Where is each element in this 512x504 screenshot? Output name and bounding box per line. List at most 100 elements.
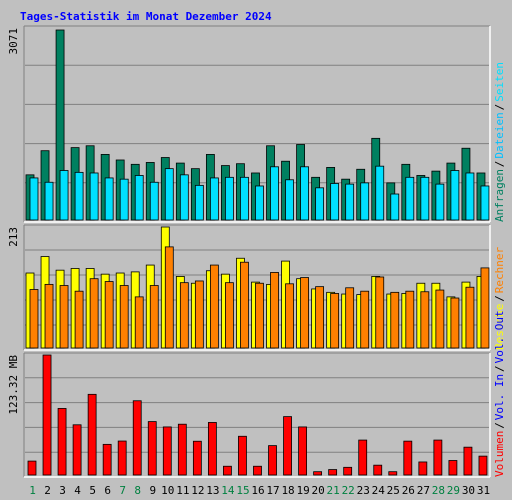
bar-rechner-day-26: [405, 290, 415, 349]
bar-rechner-day-19: [300, 277, 309, 349]
bar-rechner-day-25: [390, 291, 400, 349]
x-tick-label-day-7: 7: [119, 484, 126, 497]
legend-separator: /: [493, 365, 506, 372]
bar-volumen-day-17: [268, 445, 277, 476]
bar-rechner-day-18: [285, 283, 294, 349]
bar-volumen-day-22: [343, 466, 353, 476]
legend-besuche: Besuche: [493, 304, 506, 350]
bar-seiten-day-25: [390, 193, 400, 221]
bar-seiten-day-12: [194, 184, 204, 221]
legend-separator: /: [493, 295, 506, 302]
x-tick-label-day-2: 2: [44, 484, 51, 497]
bar-volumen-day-9: [147, 421, 157, 476]
bar-seiten-day-13: [209, 177, 219, 221]
bar-volumen-day-28: [433, 439, 443, 476]
bar-rechner-day-30: [465, 286, 475, 349]
bar-seiten-day-24: [375, 165, 385, 221]
x-tick-label-day-22: 22: [342, 484, 355, 497]
bar-rechner-day-16: [255, 282, 264, 349]
x-tick-label-day-20: 20: [312, 484, 325, 497]
bar-seiten-day-27: [420, 176, 430, 221]
bar-volumen-day-16: [253, 465, 262, 476]
x-tick-label-day-26: 26: [402, 484, 415, 497]
bar-rechner-day-13: [209, 264, 219, 349]
bar-volumen-day-15: [238, 435, 247, 476]
bar-seiten-day-26: [405, 176, 415, 221]
bar-rechner-day-14: [225, 282, 234, 349]
bar-volumen-day-29: [448, 460, 458, 476]
bar-seiten-day-23: [360, 182, 370, 221]
bar-volumen-day-12: [192, 440, 202, 476]
bar-seiten-day-15: [240, 176, 249, 221]
bar-seiten-day-19: [300, 166, 309, 221]
bar-seiten-day-30: [465, 172, 475, 221]
bar-volumen-day-3: [57, 408, 67, 476]
bar-rechner-day-1: [29, 289, 39, 349]
bar-volumen-day-31: [478, 455, 488, 476]
bar-rechner-day-12: [194, 280, 204, 349]
x-tick-label-day-4: 4: [74, 484, 81, 497]
panel-requests-ymax-label: 3071: [7, 28, 20, 55]
bar-volumen-day-2: [42, 354, 52, 476]
bar-rechner-day-7: [119, 285, 129, 349]
x-tick-label-day-31: 31: [477, 484, 490, 497]
bar-rechner-day-23: [360, 290, 370, 349]
bar-volumen-day-11: [177, 423, 187, 476]
bar-volumen-day-26: [403, 440, 413, 476]
x-tick-label-day-25: 25: [387, 484, 400, 497]
legend-separator: /: [493, 422, 506, 429]
x-tick-label-day-17: 17: [266, 484, 279, 497]
x-tick-label-day-18: 18: [281, 484, 294, 497]
bar-seiten-day-29: [450, 170, 460, 221]
bar-rechner-day-21: [330, 293, 340, 349]
bar-seiten-day-14: [225, 176, 234, 221]
bar-seiten-day-20: [315, 187, 325, 221]
bar-seiten-day-17: [270, 166, 279, 221]
bar-volumen-day-20: [313, 471, 323, 476]
bar-seiten-day-1: [29, 177, 39, 221]
bar-rechner-day-29: [450, 297, 460, 349]
x-tick-label-day-10: 10: [161, 484, 174, 497]
bar-seiten-day-9: [149, 181, 159, 221]
x-tick-label-day-23: 23: [357, 484, 370, 497]
bar-volumen-day-1: [27, 460, 37, 476]
bar-seiten-day-10: [164, 168, 174, 221]
bar-volumen-day-4: [72, 424, 82, 476]
bar-volumen-day-27: [418, 461, 428, 476]
x-tick-label-day-9: 9: [149, 484, 156, 497]
bar-volumen-day-5: [87, 393, 97, 476]
bar-rechner-day-6: [104, 281, 114, 349]
legend-anfragen: Anfragen: [493, 169, 506, 222]
bar-volumen-day-18: [283, 416, 292, 476]
bar-rechner-day-5: [89, 278, 99, 349]
bar-rechner-day-10: [164, 246, 174, 349]
panel-volume-ymax-label: 123.32 MB: [7, 355, 20, 415]
bar-rechner-day-31: [480, 267, 490, 349]
bar-seiten-day-18: [285, 179, 294, 221]
bar-seiten-day-8: [134, 175, 144, 221]
bar-volumen-day-7: [117, 440, 127, 476]
legend-vol-in: Vol. In: [493, 374, 506, 420]
x-tick-label-day-8: 8: [134, 484, 141, 497]
bar-seiten-day-5: [89, 172, 99, 221]
x-tick-label-day-29: 29: [447, 484, 460, 497]
x-tick-label-day-5: 5: [89, 484, 96, 497]
bar-rechner-day-15: [240, 261, 249, 349]
bar-rechner-day-22: [345, 287, 355, 349]
bar-rechner-day-24: [375, 276, 385, 349]
bar-seiten-day-3: [59, 170, 69, 221]
bar-rechner-day-9: [149, 285, 159, 349]
x-tick-label-day-24: 24: [372, 484, 386, 497]
x-tick-label-day-14: 14: [221, 484, 235, 497]
legend-volumen: Volumen: [493, 431, 506, 477]
bar-seiten-day-2: [44, 181, 54, 221]
legend-separator: /: [493, 161, 506, 168]
bar-volumen-day-13: [207, 422, 217, 476]
x-tick-label-day-30: 30: [462, 484, 475, 497]
x-tick-label-day-28: 28: [432, 484, 445, 497]
bar-seiten-day-22: [345, 183, 355, 221]
bar-rechner-day-17: [270, 272, 279, 349]
x-tick-label-day-1: 1: [29, 484, 36, 497]
bar-volumen-day-19: [298, 426, 307, 476]
legend-separator: /: [493, 104, 506, 111]
